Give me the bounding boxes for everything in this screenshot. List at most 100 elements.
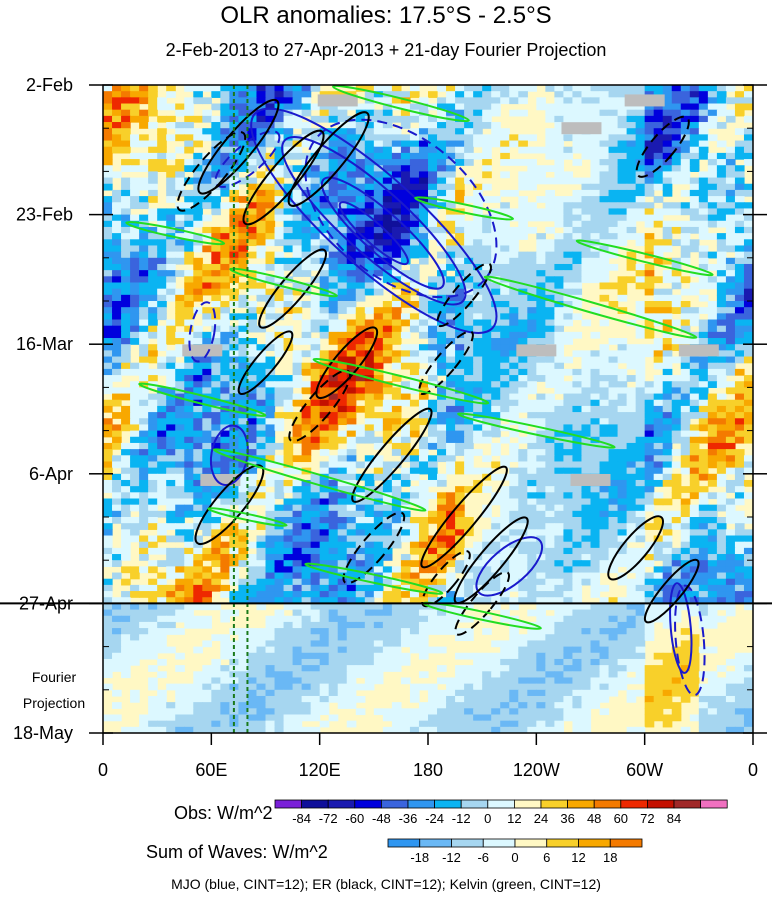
heatmap-cell xyxy=(581,103,592,111)
heatmap-cell xyxy=(635,134,646,142)
heatmap-cell xyxy=(491,554,501,561)
heatmap-cell xyxy=(283,226,294,234)
heatmap-cell xyxy=(680,338,691,345)
heatmap-cell xyxy=(545,128,555,135)
heatmap-cell xyxy=(455,245,465,253)
heatmap-cell xyxy=(301,510,312,518)
heatmap-cell xyxy=(175,523,185,530)
heatmap-cell xyxy=(527,177,537,185)
heatmap-cell xyxy=(581,566,592,574)
heatmap-cell xyxy=(400,159,411,166)
heatmap-cell xyxy=(626,405,637,413)
heatmap-cell xyxy=(247,362,258,370)
heatmap-cell xyxy=(121,517,131,524)
heatmap-cell xyxy=(626,529,637,537)
heatmap-cell xyxy=(193,541,203,549)
heatmap-cell xyxy=(689,220,700,228)
heatmap-cell xyxy=(572,263,583,271)
heatmap-cell xyxy=(382,152,393,160)
heatmap-cell xyxy=(364,270,375,277)
heatmap-cell xyxy=(166,245,176,253)
heatmap-cell xyxy=(301,165,312,172)
heatmap-cell xyxy=(274,350,285,358)
heatmap-cell xyxy=(265,578,276,586)
heatmap-cell xyxy=(202,387,212,395)
heatmap-cell xyxy=(464,226,474,234)
heatmap-cell xyxy=(644,208,655,216)
heatmap-cell xyxy=(157,325,167,333)
heatmap-cell xyxy=(509,294,519,302)
heatmap-cell xyxy=(103,560,113,567)
heatmap-cell xyxy=(554,554,565,561)
heatmap-cell xyxy=(428,159,438,166)
heatmap-cell xyxy=(689,226,700,234)
heatmap-cell xyxy=(500,498,510,506)
heatmap-cell xyxy=(581,461,592,469)
heatmap-cell xyxy=(626,418,637,426)
heatmap-cell xyxy=(743,393,753,401)
heatmap-cell xyxy=(509,541,519,549)
heatmap-cell xyxy=(509,91,519,98)
heatmap-cell xyxy=(473,578,483,586)
heatmap-cell xyxy=(121,208,131,216)
heatmap-cell xyxy=(112,319,122,327)
heatmap-cell xyxy=(274,263,285,271)
heatmap-cell xyxy=(310,177,321,185)
heatmap-cell xyxy=(473,405,483,413)
heatmap-cell xyxy=(355,356,366,364)
heatmap-cell xyxy=(220,313,230,321)
heatmap-cell xyxy=(536,257,546,265)
heatmap-cell xyxy=(482,251,492,259)
heatmap-cell xyxy=(437,449,447,456)
heatmap-cell xyxy=(382,257,393,265)
heatmap-cell xyxy=(157,387,167,395)
heatmap-cell xyxy=(292,523,303,530)
heatmap-cell xyxy=(211,301,221,308)
heatmap-cell xyxy=(473,313,483,321)
heatmap-cell xyxy=(328,338,339,345)
heatmap-cell xyxy=(725,387,736,395)
heatmap-cell xyxy=(635,301,646,308)
chart-subtitle: 2-Feb-2013 to 27-Apr-2013 + 21-day Fouri… xyxy=(165,40,607,60)
heatmap-cell xyxy=(554,547,565,555)
heatmap-cell xyxy=(382,424,393,432)
heatmap-cell xyxy=(455,362,465,370)
heatmap-cell xyxy=(527,412,537,419)
heatmap-cell xyxy=(626,424,637,432)
heatmap-cell xyxy=(671,492,682,500)
heatmap-cell xyxy=(662,560,673,567)
heatmap-cell xyxy=(400,399,411,407)
heatmap-cell xyxy=(409,572,420,580)
heatmap-cell xyxy=(166,492,176,500)
heatmap-cell xyxy=(418,331,429,339)
heatmap-cell xyxy=(400,560,411,567)
heatmap-cell xyxy=(446,523,456,530)
heatmap-cell xyxy=(653,146,664,154)
heatmap-cell xyxy=(707,122,718,129)
heatmap-cell xyxy=(563,467,574,475)
heatmap-cell xyxy=(527,257,537,265)
heatmap-cell xyxy=(283,412,294,419)
heatmap-cell xyxy=(364,547,375,555)
heatmap-cell xyxy=(382,226,393,234)
heatmap-cell xyxy=(175,566,185,574)
heatmap-cell xyxy=(103,535,113,543)
heatmap-cell xyxy=(527,356,537,364)
heatmap-cell xyxy=(644,436,655,444)
heatmap-cell xyxy=(184,418,194,426)
heatmap-cell xyxy=(689,566,700,574)
heatmap-cell xyxy=(418,307,429,314)
heatmap-cell xyxy=(599,146,610,154)
heatmap-cell xyxy=(482,393,492,401)
heatmap-cell xyxy=(220,356,230,364)
heatmap-cell xyxy=(689,560,700,567)
heatmap-cell xyxy=(455,467,465,475)
heatmap-cell xyxy=(599,517,610,524)
heatmap-cell xyxy=(193,214,203,222)
heatmap-cell xyxy=(572,535,583,543)
heatmap-cell xyxy=(698,331,709,339)
heatmap-cell xyxy=(157,294,167,302)
heatmap-cell xyxy=(130,387,140,395)
heatmap-cell xyxy=(418,313,429,321)
heatmap-cell xyxy=(391,424,402,432)
